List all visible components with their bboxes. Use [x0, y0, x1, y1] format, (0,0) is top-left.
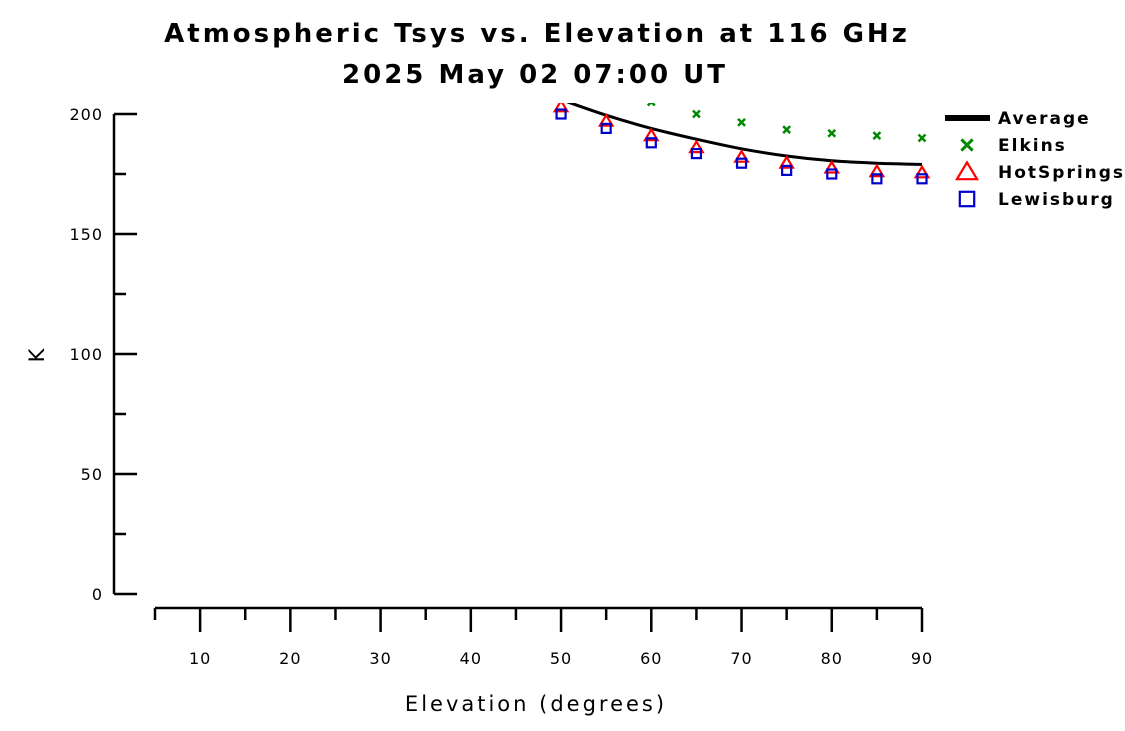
- data-point-lewisburg: [555, 108, 567, 120]
- y-ticks: 0 50 100 150 200: [69, 105, 137, 604]
- legend-item-lewisburg: Lewisburg: [958, 190, 1115, 210]
- data-point-lewisburg: [645, 137, 657, 149]
- data-point-lewisburg: [735, 157, 748, 169]
- chart-title: Atmospheric Tsys vs. Elevation at 116 GH…: [164, 19, 910, 49]
- data-point-lewisburg: [600, 122, 612, 135]
- x-tick-label: 60: [640, 649, 662, 668]
- x-tick-label: 70: [730, 649, 752, 668]
- data-point-hotsprings: [778, 155, 795, 169]
- data-point-elkins: [872, 131, 882, 140]
- chart-subtitle: 2025 May 02 07:00 UT: [342, 60, 728, 90]
- legend-item-average: Average: [945, 109, 1091, 129]
- y-tick-label: 50: [81, 465, 103, 484]
- y-tick-label: 200: [69, 105, 103, 124]
- data-point-hotsprings: [597, 113, 615, 127]
- legend: Average Elkins HotSprings Lewisburg: [945, 109, 1125, 210]
- data-point-hotsprings: [954, 160, 980, 181]
- data-point-hotsprings: [552, 103, 570, 113]
- data-point-hotsprings: [823, 159, 841, 174]
- x-ticks: 10 20 30 40 50 60 70 80 90: [153, 608, 933, 668]
- legend-label: Average: [998, 109, 1091, 129]
- data-point-lewisburg: [781, 164, 793, 176]
- data-point-elkins: [646, 103, 656, 107]
- x-tick-label: 10: [189, 649, 211, 668]
- plot-area: [552, 103, 931, 185]
- x-tick-label: 50: [550, 649, 572, 668]
- series-line-average: [566, 103, 923, 166]
- data-point-lewisburg: [958, 190, 976, 208]
- legend-item-elkins: Elkins: [960, 136, 1067, 156]
- data-point-elkins: [917, 133, 927, 143]
- x-tick-label: 30: [369, 649, 391, 668]
- data-point-hotsprings: [733, 149, 750, 163]
- legend-item-hotsprings: HotSprings: [954, 160, 1125, 183]
- data-point-lewisburg: [871, 173, 883, 185]
- data-point-lewisburg: [916, 173, 928, 185]
- y-axis-label: K: [25, 346, 49, 363]
- x-tick-label: 40: [460, 649, 482, 668]
- x-tick-label: 20: [279, 649, 301, 668]
- y-axis: 0 50 100 150 200: [69, 105, 137, 604]
- legend-label: Lewisburg: [998, 190, 1115, 210]
- x-tick-label: 90: [911, 649, 933, 668]
- y-tick-label: 0: [92, 585, 103, 604]
- data-point-elkins: [692, 109, 701, 119]
- data-point-hotsprings: [688, 139, 705, 154]
- x-tick-label: 80: [821, 649, 843, 668]
- data-point-elkins: [737, 118, 746, 127]
- legend-label: Elkins: [998, 136, 1067, 156]
- data-point-hotsprings: [913, 164, 931, 179]
- data-point-elkins: [827, 128, 837, 138]
- y-tick-label: 100: [69, 345, 103, 364]
- data-point-lewisburg: [690, 148, 703, 160]
- legend-label: HotSprings: [998, 163, 1125, 183]
- y-tick-label: 150: [69, 225, 103, 244]
- data-point-elkins: [782, 125, 792, 134]
- data-point-hotsprings: [868, 163, 886, 178]
- data-point-elkins: [960, 138, 974, 152]
- data-point-hotsprings: [643, 127, 660, 142]
- data-point-lewisburg: [826, 168, 838, 180]
- x-axis-label: Elevation (degrees): [405, 692, 667, 716]
- x-axis: 10 20 30 40 50 60 70 80 90: [153, 606, 933, 668]
